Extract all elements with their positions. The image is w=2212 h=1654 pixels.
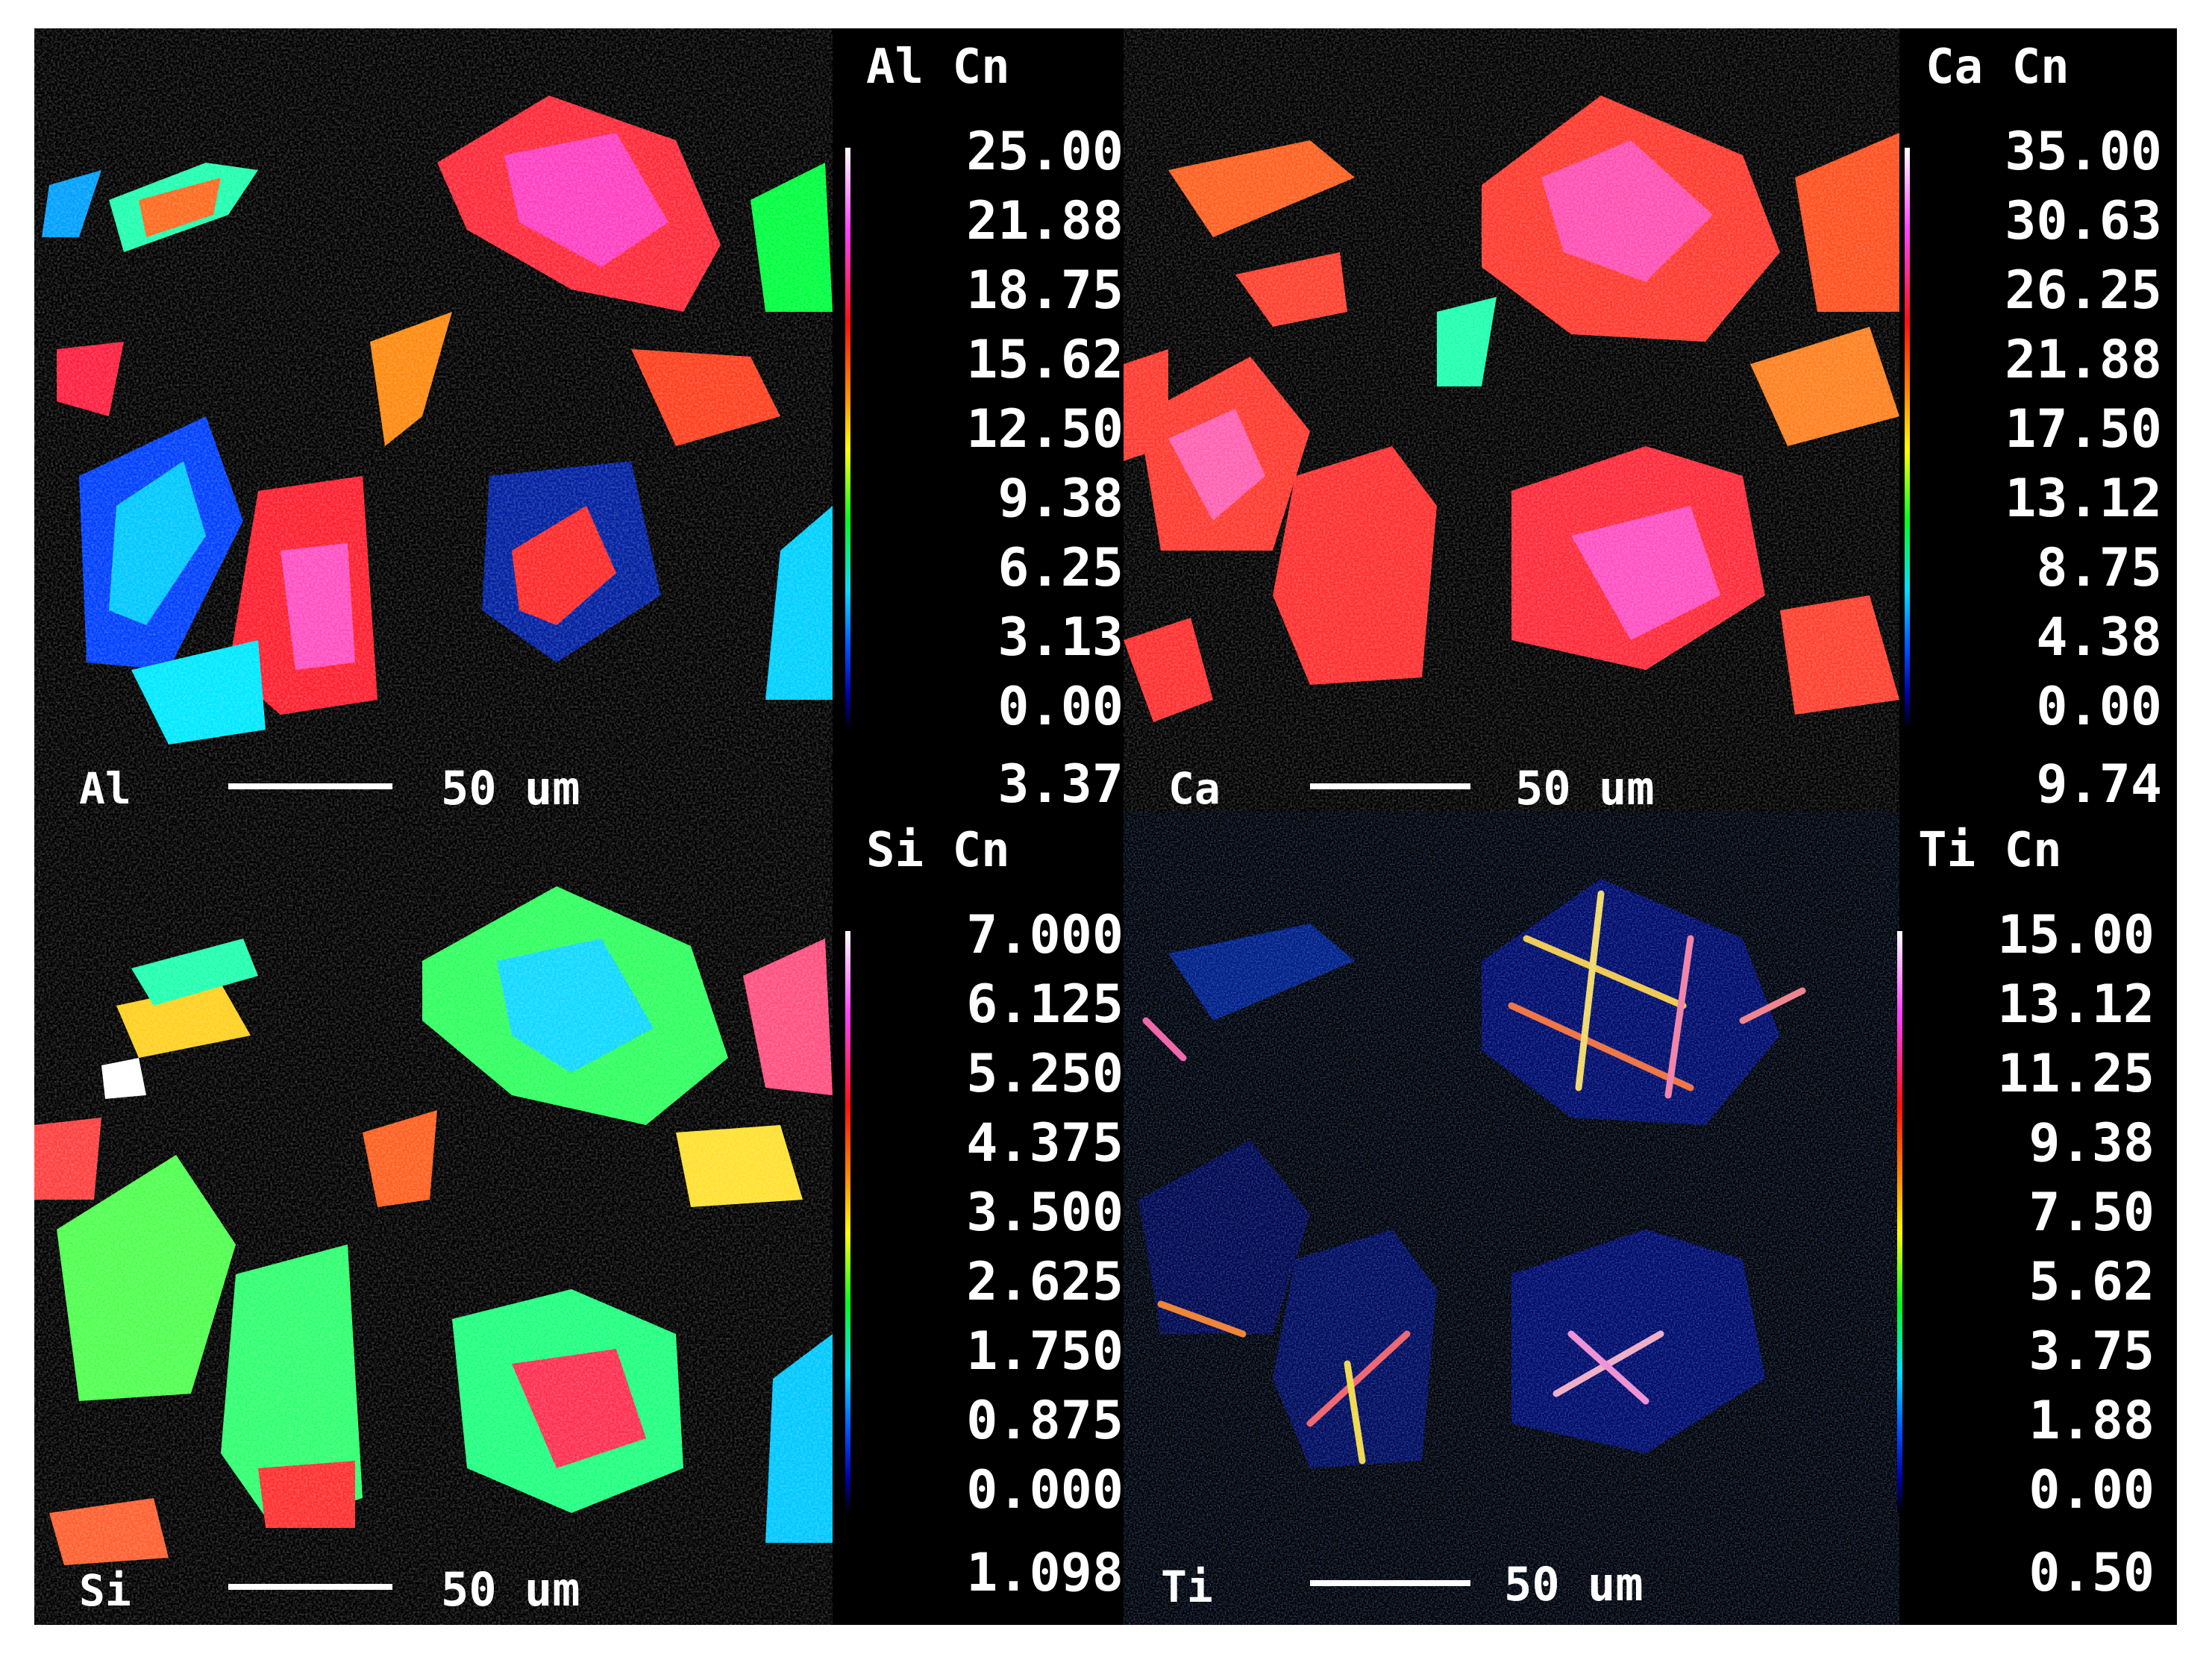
ti-concentration-map bbox=[1124, 812, 1899, 1625]
si-tick-6: 1.750 bbox=[966, 1321, 1124, 1382]
si-scale-bar bbox=[228, 1584, 392, 1590]
al-scale-bar bbox=[228, 783, 392, 789]
eds-map-figure: Al 50 um Al Cn 25.00 21.88 18.75 15.62 1… bbox=[34, 28, 2177, 1625]
ca-tick-3: 21.88 bbox=[2005, 329, 2162, 390]
ca-element-label: Ca bbox=[1168, 763, 1221, 812]
ca-scale-bar bbox=[1310, 783, 1470, 789]
ti-tick-8: 0.00 bbox=[2028, 1459, 2155, 1520]
al-tick-0: 25.00 bbox=[966, 121, 1124, 182]
ca-tick-7: 4.38 bbox=[2036, 607, 2162, 668]
si-tick-2: 5.250 bbox=[966, 1043, 1124, 1104]
al-color-scale-bar bbox=[845, 148, 850, 730]
al-tick-7: 3.13 bbox=[997, 607, 1124, 668]
ti-color-scale-bar bbox=[1897, 931, 1902, 1513]
si-scale-label: 50 um bbox=[441, 1562, 580, 1617]
ca-color-scale-bar bbox=[1905, 148, 1910, 730]
panel-ti: Ti 50 um Ti Cn 15.00 13.12 11.25 9.38 7.… bbox=[1124, 812, 2177, 1625]
si-color-scale-bar bbox=[845, 931, 850, 1513]
si-tick-1: 6.125 bbox=[966, 974, 1124, 1035]
ti-footer-value: 0.50 bbox=[2028, 1542, 2155, 1603]
ca-map-svg bbox=[1124, 28, 1899, 812]
ti-tick-6: 3.75 bbox=[2028, 1321, 2155, 1382]
ti-tick-0: 15.00 bbox=[1997, 904, 2155, 965]
al-tick-1: 21.88 bbox=[966, 190, 1124, 251]
ca-tick-8: 0.00 bbox=[2036, 676, 2162, 737]
ca-scale-label: 50 um bbox=[1515, 761, 1655, 812]
ca-legend-title: Ca Cn bbox=[1926, 40, 2070, 95]
si-tick-5: 2.625 bbox=[966, 1251, 1124, 1312]
al-tick-2: 18.75 bbox=[966, 260, 1124, 321]
si-tick-3: 4.375 bbox=[966, 1112, 1124, 1174]
al-tick-3: 15.62 bbox=[966, 329, 1124, 390]
ti-tick-4: 7.50 bbox=[2028, 1182, 2155, 1243]
ti-map-svg bbox=[1124, 812, 1899, 1625]
si-element-label: Si bbox=[79, 1565, 131, 1616]
ti-scale-bar bbox=[1310, 1580, 1470, 1586]
panel-al: Al 50 um Al Cn 25.00 21.88 18.75 15.62 1… bbox=[34, 28, 1124, 812]
si-footer-value: 1.098 bbox=[966, 1542, 1124, 1603]
ca-concentration-map bbox=[1124, 28, 1899, 812]
si-tick-0: 7.000 bbox=[966, 904, 1124, 965]
ti-tick-5: 5.62 bbox=[2028, 1251, 2155, 1312]
ti-element-label: Ti bbox=[1161, 1561, 1213, 1612]
al-tick-5: 9.38 bbox=[997, 468, 1124, 529]
ca-footer-value: 9.74 bbox=[2036, 754, 2162, 812]
si-map-svg bbox=[34, 812, 833, 1625]
ti-tick-7: 1.88 bbox=[2028, 1390, 2155, 1451]
al-scale-label: 50 um bbox=[441, 761, 580, 812]
ca-tick-6: 8.75 bbox=[2036, 537, 2162, 598]
al-tick-8: 0.00 bbox=[997, 676, 1124, 737]
al-legend-title: Al Cn bbox=[866, 40, 1010, 95]
ti-scale-label: 50 um bbox=[1504, 1557, 1644, 1611]
panel-si: Si 50 um Si Cn 7.000 6.125 5.250 4.375 3… bbox=[34, 812, 1124, 1625]
ca-tick-0: 35.00 bbox=[2005, 121, 2162, 182]
ti-tick-3: 9.38 bbox=[2028, 1112, 2155, 1174]
ca-tick-1: 30.63 bbox=[2005, 190, 2162, 251]
al-tick-6: 6.25 bbox=[997, 537, 1124, 598]
ca-tick-4: 17.50 bbox=[2005, 398, 2162, 460]
si-tick-7: 0.875 bbox=[966, 1390, 1124, 1451]
al-element-label: Al bbox=[79, 763, 131, 812]
ti-legend-title: Ti Cn bbox=[1918, 823, 2062, 878]
si-concentration-map bbox=[34, 812, 833, 1625]
si-tick-4: 3.500 bbox=[966, 1182, 1124, 1243]
al-footer-value: 3.37 bbox=[997, 754, 1124, 812]
panel-ca: Ca 50 um Ca Cn 35.00 30.63 26.25 21.88 1… bbox=[1124, 28, 2177, 812]
ca-tick-5: 13.12 bbox=[2005, 468, 2162, 529]
al-map-svg bbox=[34, 28, 833, 812]
ca-tick-2: 26.25 bbox=[2005, 260, 2162, 321]
si-legend-title: Si Cn bbox=[866, 823, 1010, 878]
al-tick-4: 12.50 bbox=[966, 398, 1124, 460]
al-concentration-map bbox=[34, 28, 833, 812]
si-tick-8: 0.000 bbox=[966, 1459, 1124, 1520]
ti-tick-1: 13.12 bbox=[1997, 974, 2155, 1035]
ti-tick-2: 11.25 bbox=[1997, 1043, 2155, 1104]
